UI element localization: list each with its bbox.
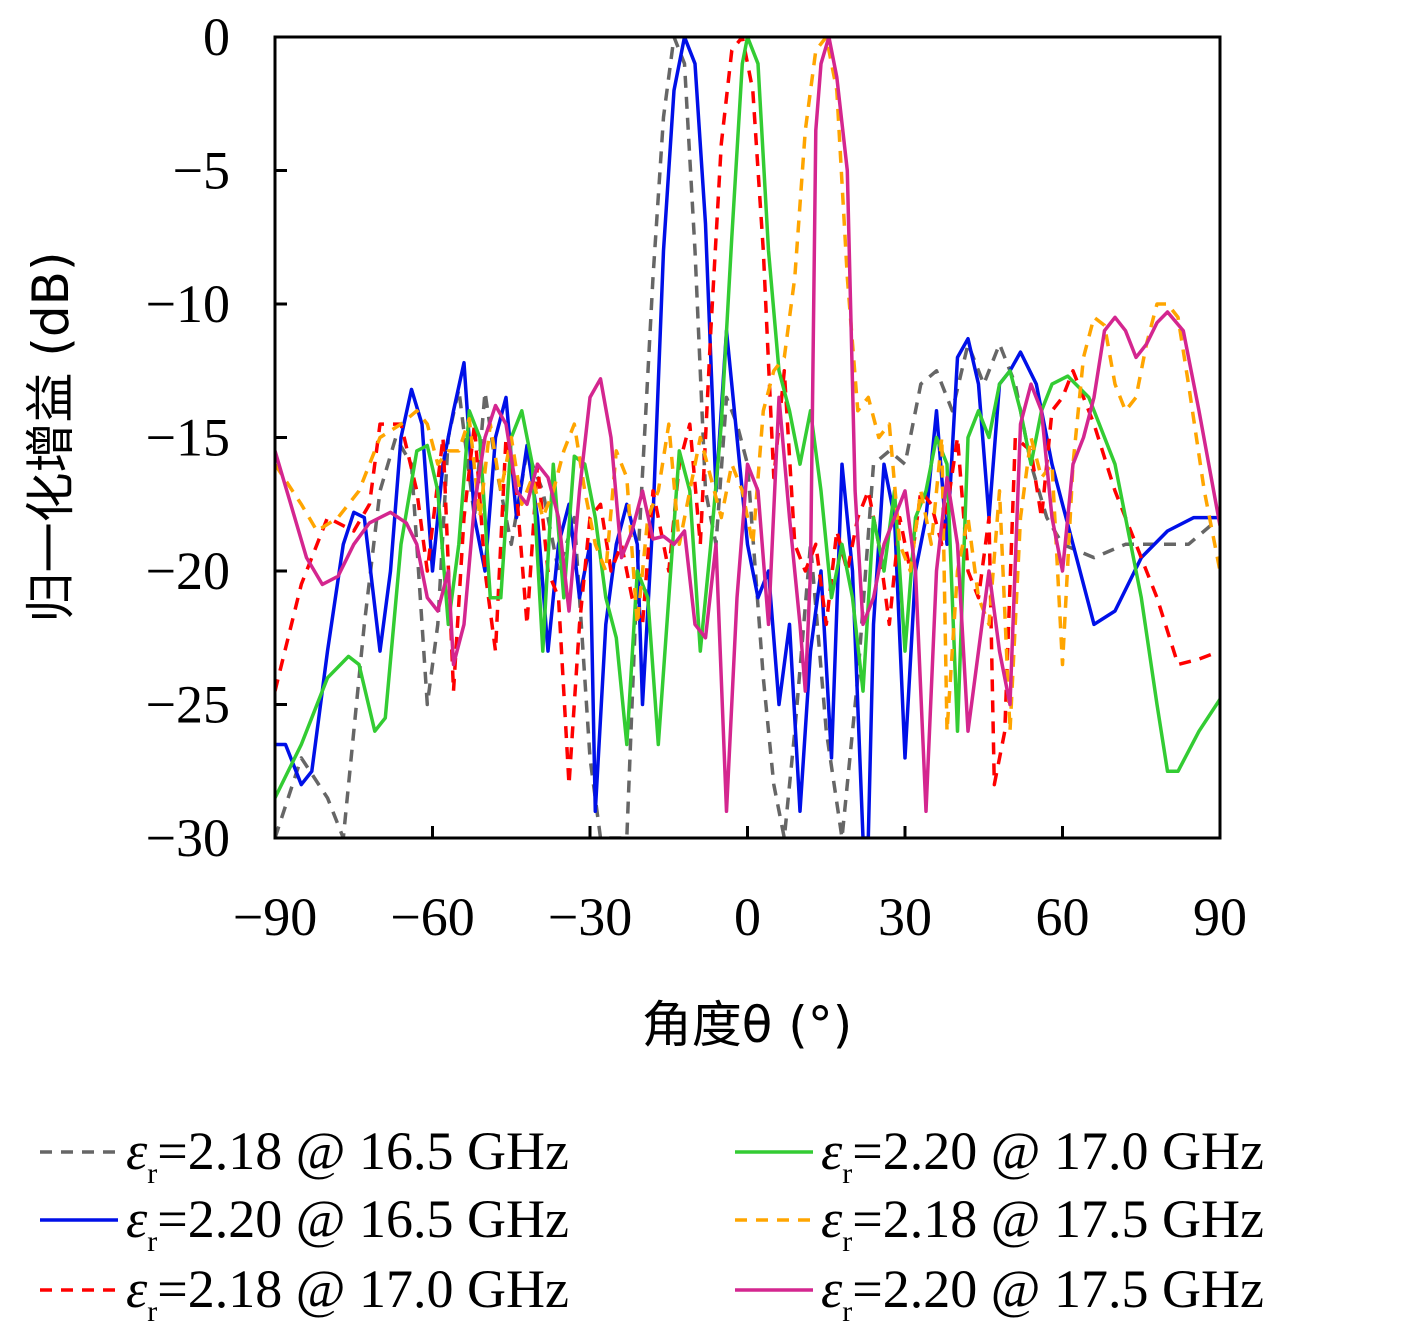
x-tick-label: 30 (878, 887, 932, 947)
y-tick-labels: 0 −5 −10 −15 −20 −25 −30 (146, 7, 230, 868)
series-layer (275, 37, 1220, 838)
y-tick-label: 0 (203, 7, 230, 67)
x-tick-label: −60 (390, 887, 474, 947)
legend-item-0: εr=2.18 @ 16.5 GHz (40, 1121, 569, 1190)
y-tick-label: −5 (173, 141, 230, 201)
series-line-4 (275, 37, 1220, 733)
x-tick-label: 60 (1036, 887, 1090, 947)
series-line-3 (275, 37, 1220, 799)
legend-label: εr=2.20 @ 16.5 GHz (126, 1189, 569, 1258)
legend-item-4: εr=2.18 @ 17.5 GHz (735, 1189, 1264, 1258)
legend-item-5: εr=2.20 @ 17.5 GHz (735, 1259, 1264, 1328)
x-tick-label: 90 (1193, 887, 1247, 947)
plot-frame (273, 35, 1222, 840)
legend-label: εr=2.18 @ 17.5 GHz (821, 1189, 1264, 1258)
x-axis-title: 角度θ (°) (642, 996, 853, 1054)
series-line-5 (275, 37, 1220, 814)
x-tick-labels: −90 −60 −30 0 30 60 90 (233, 887, 1247, 947)
series-line-0 (275, 37, 1220, 838)
y-tick-label: −20 (146, 541, 230, 601)
series-line-1 (275, 37, 1220, 838)
y-axis-title: 归一化增益 (dB) (22, 252, 80, 623)
y-tick-label: −15 (146, 408, 230, 468)
legend-label: εr=2.18 @ 16.5 GHz (126, 1121, 569, 1190)
y-tick-label: −10 (146, 274, 230, 334)
y-tick-label: −25 (146, 675, 230, 735)
legend-item-1: εr=2.20 @ 16.5 GHz (40, 1189, 569, 1258)
legend-label: εr=2.20 @ 17.0 GHz (821, 1121, 1264, 1190)
y-tick-label: −30 (146, 808, 230, 868)
legend-label: εr=2.18 @ 17.0 GHz (126, 1259, 569, 1328)
x-tick-label: −90 (233, 887, 317, 947)
legend-label: εr=2.20 @ 17.5 GHz (821, 1259, 1264, 1328)
x-tick-label: −30 (548, 887, 632, 947)
legend-item-3: εr=2.20 @ 17.0 GHz (735, 1121, 1264, 1190)
legend-item-2: εr=2.18 @ 17.0 GHz (40, 1259, 569, 1328)
series-line-2 (275, 37, 1220, 787)
ticks-layer (273, 35, 1222, 840)
x-tick-label: 0 (734, 887, 761, 947)
